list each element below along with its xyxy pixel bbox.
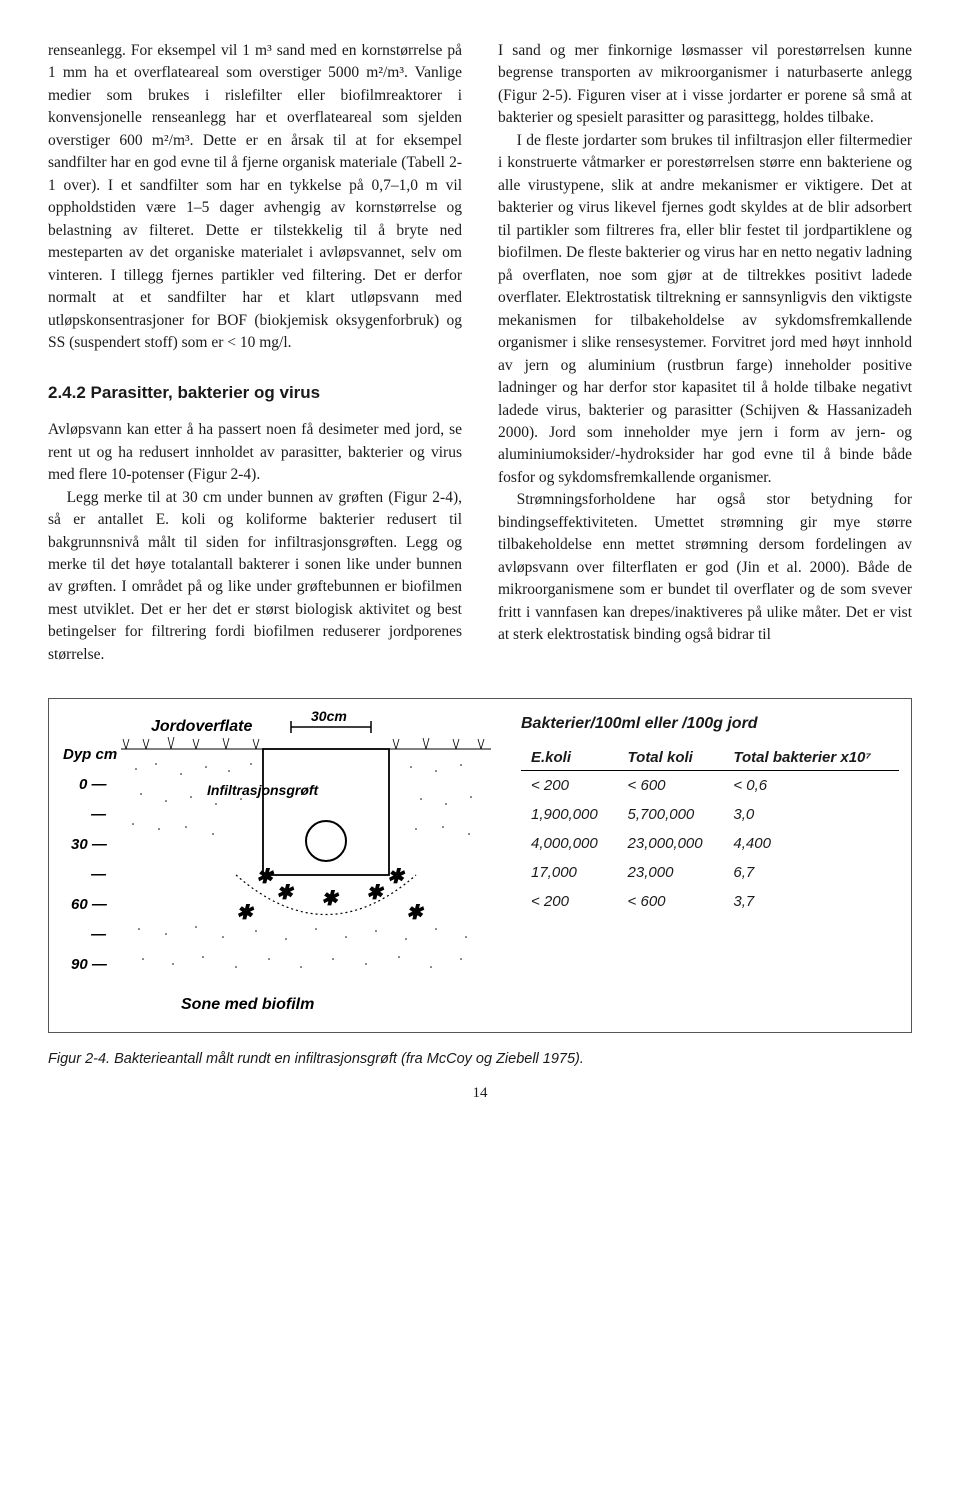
svg-text:Dyp cm: Dyp cm xyxy=(63,746,117,763)
para: I sand og mer finkornige løsmasser vil p… xyxy=(498,40,912,130)
para: Legg merke til at 30 cm under bunnen av … xyxy=(48,487,462,667)
svg-text:—: — xyxy=(90,926,107,943)
table-cell: < 600 xyxy=(618,771,724,801)
para: Strømningsforholdene har også stor betyd… xyxy=(498,489,912,646)
svg-text:Infiltrasjonsgrøft: Infiltrasjonsgrøft xyxy=(207,782,320,798)
page-number: 14 xyxy=(48,1085,912,1102)
svg-text:30 —: 30 — xyxy=(71,836,108,853)
diagram: Dyp cm 0 — — 30 — — 60 — — 90 — Jordover… xyxy=(61,709,501,1024)
col-header: Total bakterier x10⁷ xyxy=(723,745,899,771)
svg-text:✱: ✱ xyxy=(321,888,340,910)
table-cell: 23,000,000 xyxy=(618,829,724,858)
svg-text:✱: ✱ xyxy=(276,882,295,904)
right-column: I sand og mer finkornige løsmasser vil p… xyxy=(498,40,912,666)
para: Avløpsvann kan etter å ha passert noen f… xyxy=(48,419,462,486)
svg-text:30cm: 30cm xyxy=(311,709,347,724)
text-columns: renseanlegg. For eksempel vil 1 m³ sand … xyxy=(48,40,912,666)
para: renseanlegg. For eksempel vil 1 m³ sand … xyxy=(48,40,462,355)
table-cell: 5,700,000 xyxy=(618,800,724,829)
table-cell: 17,000 xyxy=(521,858,618,887)
table-cell: 4,000,000 xyxy=(521,829,618,858)
bacteria-table: Bakterier/100ml eller /100g jord E.koli … xyxy=(521,709,899,1024)
left-column: renseanlegg. For eksempel vil 1 m³ sand … xyxy=(48,40,462,666)
col-header: Total koli xyxy=(618,745,724,771)
svg-text:✱: ✱ xyxy=(366,882,385,904)
table-cell: 3,0 xyxy=(723,800,899,829)
svg-text:0 —: 0 — xyxy=(79,776,108,793)
table-cell: 6,7 xyxy=(723,858,899,887)
table-cell: < 0,6 xyxy=(723,771,899,801)
section-heading: 2.4.2 Parasitter, bakterier og virus xyxy=(48,381,462,406)
svg-text:✱: ✱ xyxy=(387,866,406,888)
table-cell: 1,900,000 xyxy=(521,800,618,829)
figure-caption: Figur 2-4. Bakterieantall målt rundt en … xyxy=(48,1051,912,1067)
table-cell: < 200 xyxy=(521,771,618,801)
soil-diagram-svg: Dyp cm 0 — — 30 — — 60 — — 90 — Jordover… xyxy=(61,709,501,1019)
svg-text:—: — xyxy=(90,806,107,823)
svg-text:90 —: 90 — xyxy=(71,956,108,973)
svg-text:✱: ✱ xyxy=(406,902,425,924)
data-table: E.koli Total koli Total bakterier x10⁷ <… xyxy=(521,745,899,916)
svg-text:—: — xyxy=(90,866,107,883)
table-row: 1,900,0005,700,0003,0 xyxy=(521,800,899,829)
col-header: E.koli xyxy=(521,745,618,771)
table-cell: 4,400 xyxy=(723,829,899,858)
table-row: < 200< 600< 0,6 xyxy=(521,771,899,801)
svg-text:✱: ✱ xyxy=(236,902,255,924)
svg-text:Sone med biofilm: Sone med biofilm xyxy=(181,996,314,1013)
table-cell: 3,7 xyxy=(723,887,899,916)
table-title: Bakterier/100ml eller /100g jord xyxy=(521,715,899,733)
para: I de fleste jordarter som brukes til inf… xyxy=(498,130,912,490)
figure-2-4: Dyp cm 0 — — 30 — — 60 — — 90 — Jordover… xyxy=(48,698,912,1033)
table-row: 17,00023,0006,7 xyxy=(521,858,899,887)
svg-text:60 —: 60 — xyxy=(71,896,108,913)
table-cell: 23,000 xyxy=(618,858,724,887)
table-cell: < 600 xyxy=(618,887,724,916)
svg-text:Jordoverflate: Jordoverflate xyxy=(151,718,252,735)
table-row: < 200< 6003,7 xyxy=(521,887,899,916)
table-cell: < 200 xyxy=(521,887,618,916)
table-row: 4,000,00023,000,0004,400 xyxy=(521,829,899,858)
svg-text:✱: ✱ xyxy=(256,866,275,888)
